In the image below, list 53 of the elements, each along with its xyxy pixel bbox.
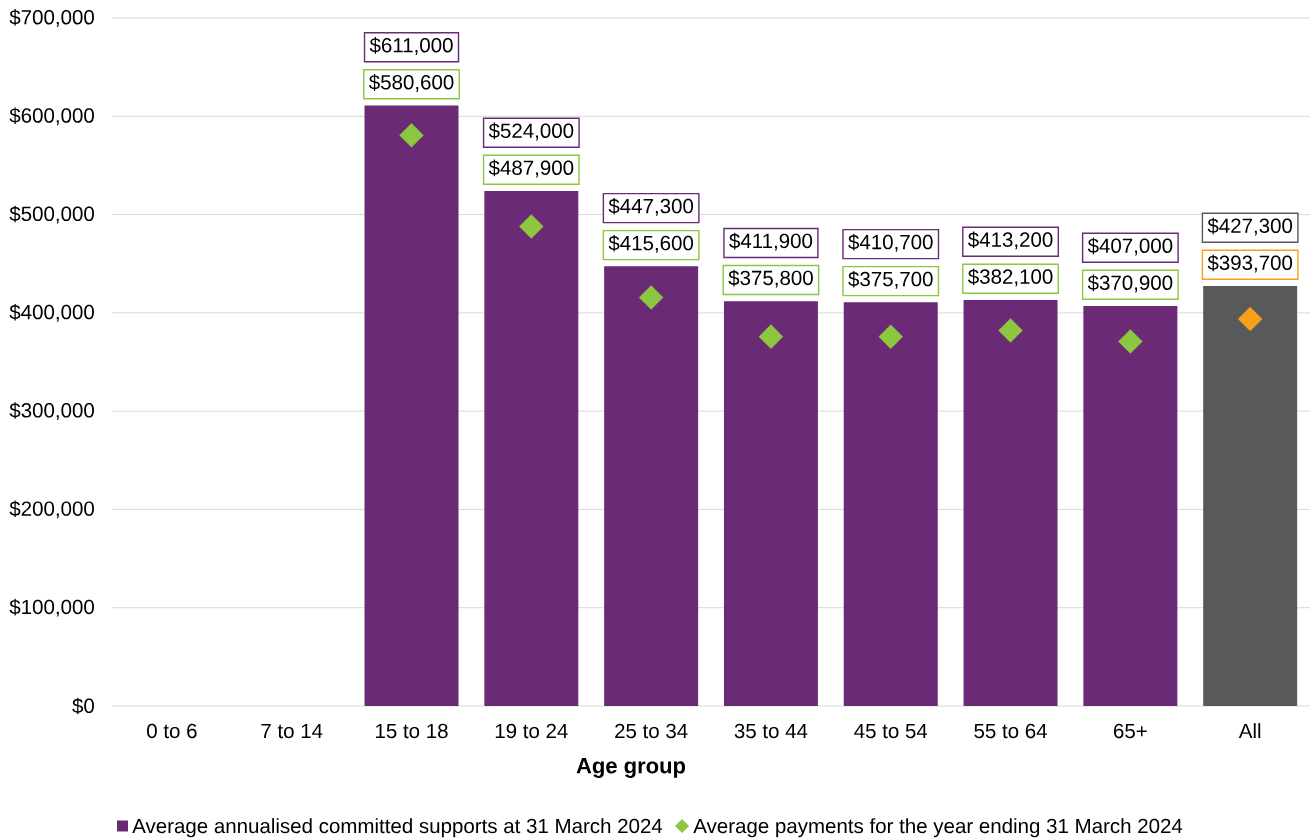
data-label: $487,900 bbox=[488, 159, 574, 178]
x-tick-label: 45 to 54 bbox=[854, 723, 928, 739]
point bbox=[399, 123, 424, 148]
bar bbox=[1083, 305, 1178, 706]
y-tick-label: $500,000 bbox=[9, 205, 94, 224]
bar bbox=[843, 302, 938, 706]
y-tick-label: $100,000 bbox=[9, 598, 94, 617]
data-label: $370,900 bbox=[1087, 274, 1173, 293]
x-tick-label: 0 to 6 bbox=[147, 723, 197, 739]
y-tick-label: $300,000 bbox=[9, 402, 94, 421]
legend-label: Average payments for the year ending 31 March 2024 bbox=[693, 818, 1183, 838]
data-label: $447,300 bbox=[608, 197, 694, 216]
point bbox=[998, 318, 1023, 343]
point bbox=[878, 324, 903, 349]
legend-label: Average annualised committed supports at 31 March 2024 bbox=[132, 818, 663, 838]
x-tick-label: 7 to 14 bbox=[261, 723, 323, 739]
data-label: $524,000 bbox=[488, 122, 574, 141]
y-tick-label: $600,000 bbox=[9, 107, 94, 126]
bar bbox=[484, 190, 579, 706]
data-label: $413,200 bbox=[968, 231, 1053, 250]
data-label: $411,900 bbox=[729, 232, 813, 251]
y-tick-label: $700,000 bbox=[9, 9, 94, 27]
bar bbox=[364, 105, 459, 706]
bar bbox=[963, 299, 1058, 706]
data-label: $611,000 bbox=[369, 37, 453, 55]
x-axis-title: Age group bbox=[576, 758, 686, 778]
y-tick-label: $400,000 bbox=[9, 303, 94, 322]
data-label: $427,300 bbox=[1207, 217, 1293, 236]
data-label: $393,700 bbox=[1207, 254, 1293, 273]
bar bbox=[723, 301, 818, 706]
x-tick-label: 25 to 34 bbox=[615, 723, 688, 739]
x-tick-label: 19 to 24 bbox=[495, 723, 568, 739]
point bbox=[1237, 306, 1263, 332]
data-label: $407,000 bbox=[1087, 237, 1173, 256]
data-label: $415,600 bbox=[608, 234, 694, 253]
x-tick-label: All bbox=[1238, 723, 1261, 738]
point bbox=[1118, 329, 1143, 354]
x-tick-label: 55 to 64 bbox=[974, 723, 1047, 739]
data-label: $382,100 bbox=[968, 268, 1053, 287]
data-label: $580,600 bbox=[368, 74, 454, 92]
x-tick-label: 65+ bbox=[1114, 723, 1147, 739]
x-tick-label: 35 to 44 bbox=[734, 723, 808, 739]
data-label: $410,700 bbox=[848, 233, 933, 252]
bar bbox=[1203, 286, 1298, 706]
x-tick-label: 15 to 18 bbox=[376, 723, 448, 739]
bar bbox=[604, 266, 699, 706]
data-label: $375,800 bbox=[728, 269, 813, 288]
point bbox=[638, 285, 664, 310]
y-tick-label: $200,000 bbox=[9, 500, 94, 519]
point bbox=[519, 214, 544, 239]
point bbox=[758, 324, 784, 349]
y-tick-label: $0 bbox=[72, 697, 94, 715]
data-label: $375,700 bbox=[848, 270, 933, 289]
